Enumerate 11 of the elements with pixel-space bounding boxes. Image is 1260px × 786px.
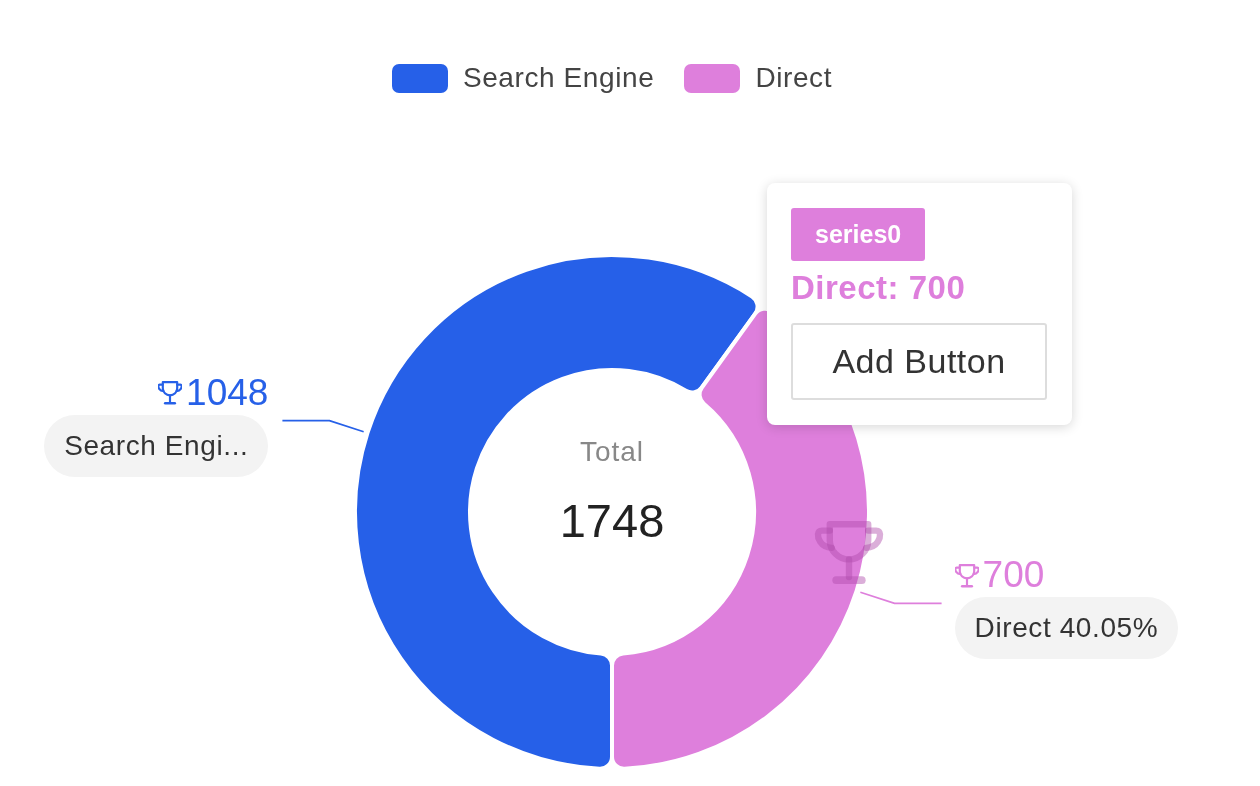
- text: 1748: [558, 493, 666, 549]
- text: Direct 40.05%: [974, 612, 1159, 644]
- legend-label: Direct: [755, 62, 833, 93]
- text: Total: [578, 435, 646, 469]
- text: Add Button: [791, 323, 1047, 400]
- legend-label: Search Engine: [462, 62, 655, 93]
- text: Search Engi...: [64, 429, 249, 461]
- text: Direct: 700: [791, 268, 967, 308]
- data-label: 1048: [186, 371, 269, 413]
- data-label: 700: [982, 554, 1045, 596]
- text: series0: [791, 208, 926, 261]
